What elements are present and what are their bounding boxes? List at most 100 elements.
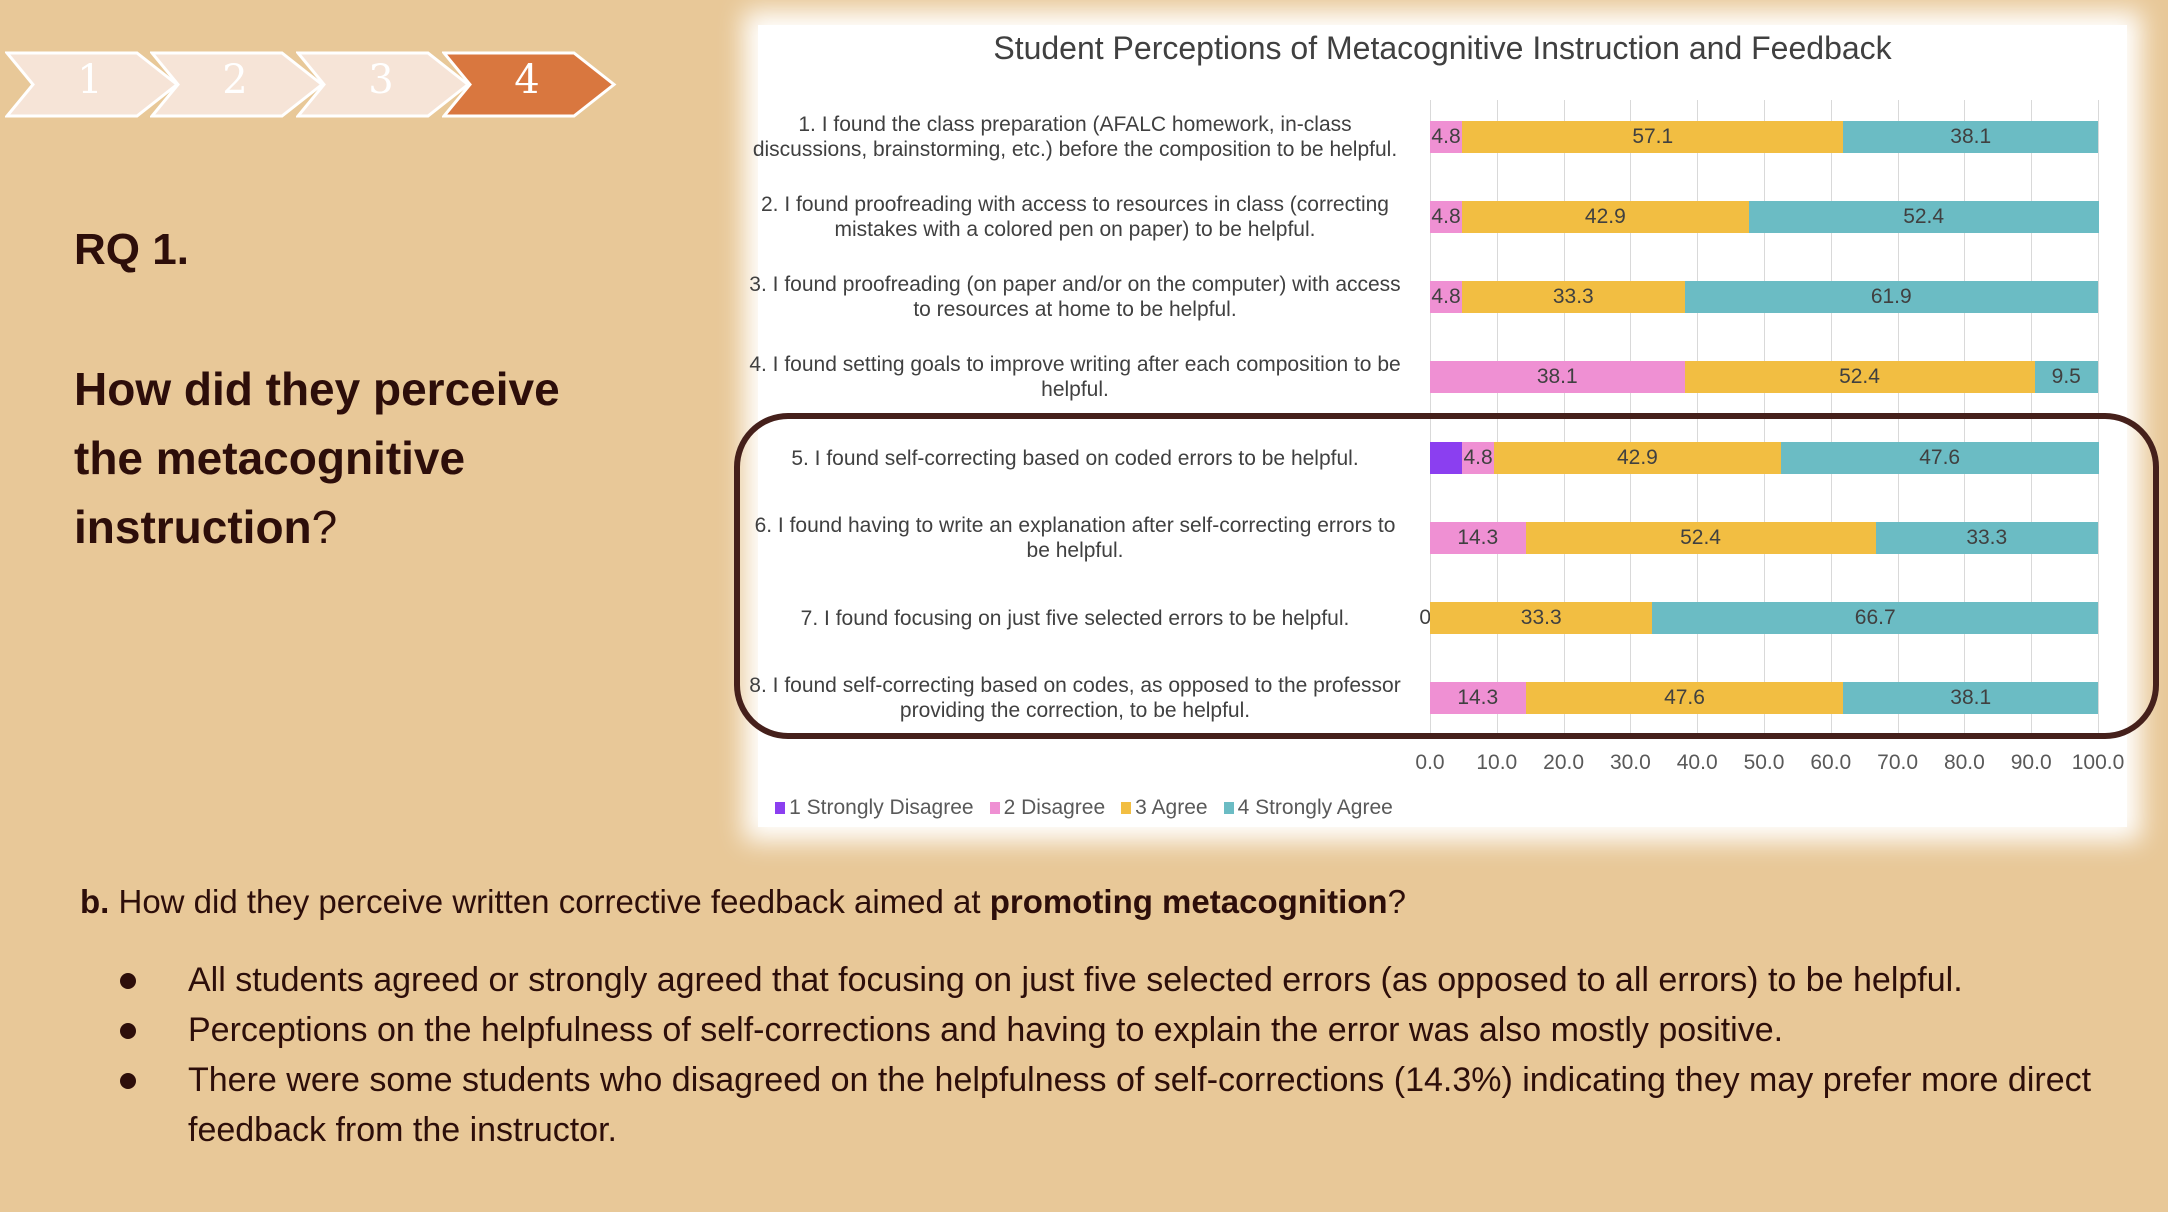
bar-segment (1843, 121, 2098, 153)
data-label: 52.4 (1680, 526, 1721, 549)
data-label: 4.8 (1431, 285, 1461, 308)
data-label: 57.1 (1632, 125, 1674, 148)
bullet-list: All students agreed or strongly agreed t… (120, 955, 2110, 1155)
legend-swatch (1223, 802, 1234, 814)
legend-item: 4 Strongly Agree (1223, 796, 1393, 820)
sub-question-text: How did they perceive written corrective… (109, 883, 990, 920)
slide-heading: RQ 1. (74, 225, 189, 274)
bar-segment (1462, 121, 1844, 153)
x-tick-label: 80.0 (1943, 751, 1985, 774)
legend-label: 4 Strongly Agree (1237, 796, 1393, 819)
step-label: 3 (368, 57, 394, 103)
legend-label: 3 Agree (1135, 796, 1208, 819)
data-label: 14.3 (1457, 686, 1499, 709)
bullet-item: All students agreed or strongly agreed t… (120, 955, 2110, 1005)
data-label: 47.6 (1919, 446, 1961, 469)
step-label: 1 (77, 57, 103, 103)
x-tick-label: 60.0 (1810, 751, 1852, 774)
row-label: 5. I found self-correcting based on code… (791, 446, 1359, 470)
data-label: 33.3 (1520, 606, 1562, 629)
chart-legend: 1 Strongly Disagree 2 Disagree 3 Agree 4 St… (0, 796, 2168, 820)
bar-segment (1430, 602, 1653, 634)
step-4[interactable]: 4 (442, 51, 620, 118)
bar-segment (1748, 201, 2099, 233)
bar-segment (1430, 121, 1463, 153)
sub-question-prefix: b. (80, 883, 110, 920)
row-label: 2. I found proofreading with access to r… (761, 193, 1389, 241)
question-mark: ? (311, 501, 338, 553)
highlight-box (734, 413, 2159, 739)
bullet-text: There were some students who disagreed o… (188, 1061, 2092, 1149)
legend-swatch (1121, 802, 1132, 814)
x-tick-label: 30.0 (1609, 751, 1651, 774)
legend-swatch (989, 802, 1000, 814)
data-label: 66.7 (1854, 606, 1896, 629)
bullet-text: All students agreed or strongly agreed t… (188, 961, 1963, 999)
data-label: 38.1 (1950, 125, 1992, 148)
legend-item: 3 Agree (1121, 796, 1208, 820)
bullet-icon (120, 973, 136, 989)
bullet-item: Perceptions on the helpfulness of self-c… (120, 1005, 2110, 1055)
legend-item: 2 Disagree (989, 796, 1106, 820)
bar-segment (2034, 361, 2098, 393)
bar-segment (1430, 361, 1685, 393)
bar-segment (1525, 682, 1844, 714)
data-label: 38.1 (1536, 365, 1578, 388)
x-tick-label: 50.0 (1743, 751, 1785, 774)
x-tick-label: 20.0 (1543, 751, 1585, 774)
bar-segment (1430, 442, 1463, 474)
step-3[interactable]: 3 (296, 51, 474, 118)
research-question: How did they perceive the metacognitive … (74, 355, 634, 562)
sub-question: b. How did they perceive written correct… (80, 883, 1406, 921)
sub-question-bold: promoting metacognition (989, 883, 1388, 920)
step-label: 4 (514, 57, 540, 103)
data-label: 9.5 (2051, 365, 2081, 388)
legend-swatch (775, 802, 786, 814)
row-label: 4. I found setting goals to improve writ… (749, 353, 1401, 401)
bar-segment (1875, 522, 2098, 554)
data-label: 52.4 (1903, 205, 1945, 228)
row-label: 8. I found self-correcting based on code… (749, 674, 1401, 722)
bar-segment (1462, 201, 1749, 233)
x-tick-label: 0.0 (1415, 751, 1445, 774)
x-tick-label: 100.0 (2071, 751, 2125, 774)
row-label: 3. I found proofreading (on paper and/or… (749, 273, 1401, 321)
bar-segment (1430, 522, 1526, 554)
bar-segment (1430, 682, 1526, 714)
data-label: 42.9 (1616, 446, 1658, 469)
x-tick-label: 90.0 (2010, 751, 2052, 774)
bar-segment (1525, 522, 1876, 554)
legend-item: 1 Strongly Disagree (775, 796, 974, 820)
data-label: 38.1 (1950, 686, 1992, 709)
x-tick-label: 10.0 (1476, 751, 1518, 774)
bullet-icon (120, 1023, 136, 1039)
data-label: 42.9 (1584, 205, 1626, 228)
data-label: 4.8 (1463, 446, 1493, 469)
bar-segment (1843, 682, 2098, 714)
bar-segment (1430, 281, 1463, 313)
bullet-item: There were some students who disagreed o… (120, 1055, 2110, 1155)
sub-question-end: ? (1387, 883, 1406, 920)
bar-segment (1652, 602, 2098, 634)
data-label: 4.8 (1431, 205, 1461, 228)
row-label: 7. I found focusing on just five selecte… (800, 606, 1350, 630)
data-label: 14.3 (1457, 526, 1499, 549)
bar-segment (1462, 281, 1685, 313)
bullet-icon (120, 1073, 136, 1089)
bar-segment (1494, 442, 1781, 474)
bar-segment (1462, 442, 1495, 474)
row-label: 6. I found having to write an explanatio… (754, 514, 1396, 562)
bar-segment (1684, 281, 2098, 313)
step-1[interactable]: 1 (5, 51, 183, 118)
step-2[interactable]: 2 (150, 51, 328, 118)
legend-label: 2 Disagree (1003, 796, 1106, 819)
bullet-text: Perceptions on the helpfulness of self-c… (188, 1011, 1784, 1049)
bar-segment (1780, 442, 2099, 474)
row-label: 1. I found the class preparation (AFALC … (752, 113, 1398, 161)
x-tick-label: 70.0 (1877, 751, 1919, 774)
data-label: 61.9 (1870, 285, 1912, 308)
data-label: 4.8 (1431, 125, 1461, 148)
data-label: 33.3 (1966, 526, 2008, 549)
x-tick-label: 40.0 (1676, 751, 1718, 774)
data-label: 47.6 (1664, 686, 1705, 709)
